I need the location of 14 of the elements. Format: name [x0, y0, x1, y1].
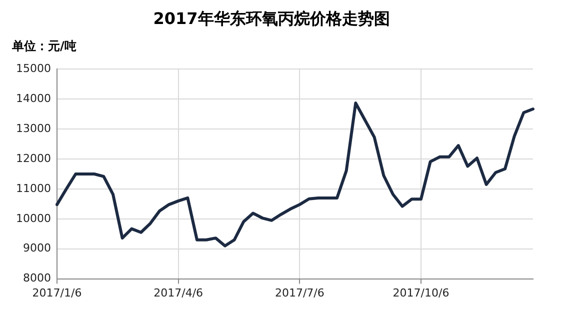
y-tick-label: 11000 [16, 182, 51, 195]
x-tick-label: 2017/7/6 [274, 286, 324, 300]
y-tick-label: 15000 [16, 62, 51, 76]
x-tick-label: 2017/4/6 [154, 286, 204, 300]
y-tick-label: 10000 [16, 212, 51, 225]
y-axis-title: 单位：元/吨 [12, 38, 76, 55]
y-tick-label: 9000 [22, 242, 51, 255]
y-tick-label: 14000 [16, 92, 51, 105]
y-tick-label: 8000 [22, 272, 51, 285]
y-tick-label: 12000 [16, 152, 51, 165]
x-tick-label: 2017/1/6 [32, 286, 82, 300]
y-tick-label: 13000 [16, 122, 51, 135]
x-tick-label: 2017/10/6 [392, 286, 450, 300]
chart-title: 2017年华东环氧丙烷价格走势图 [153, 8, 390, 28]
